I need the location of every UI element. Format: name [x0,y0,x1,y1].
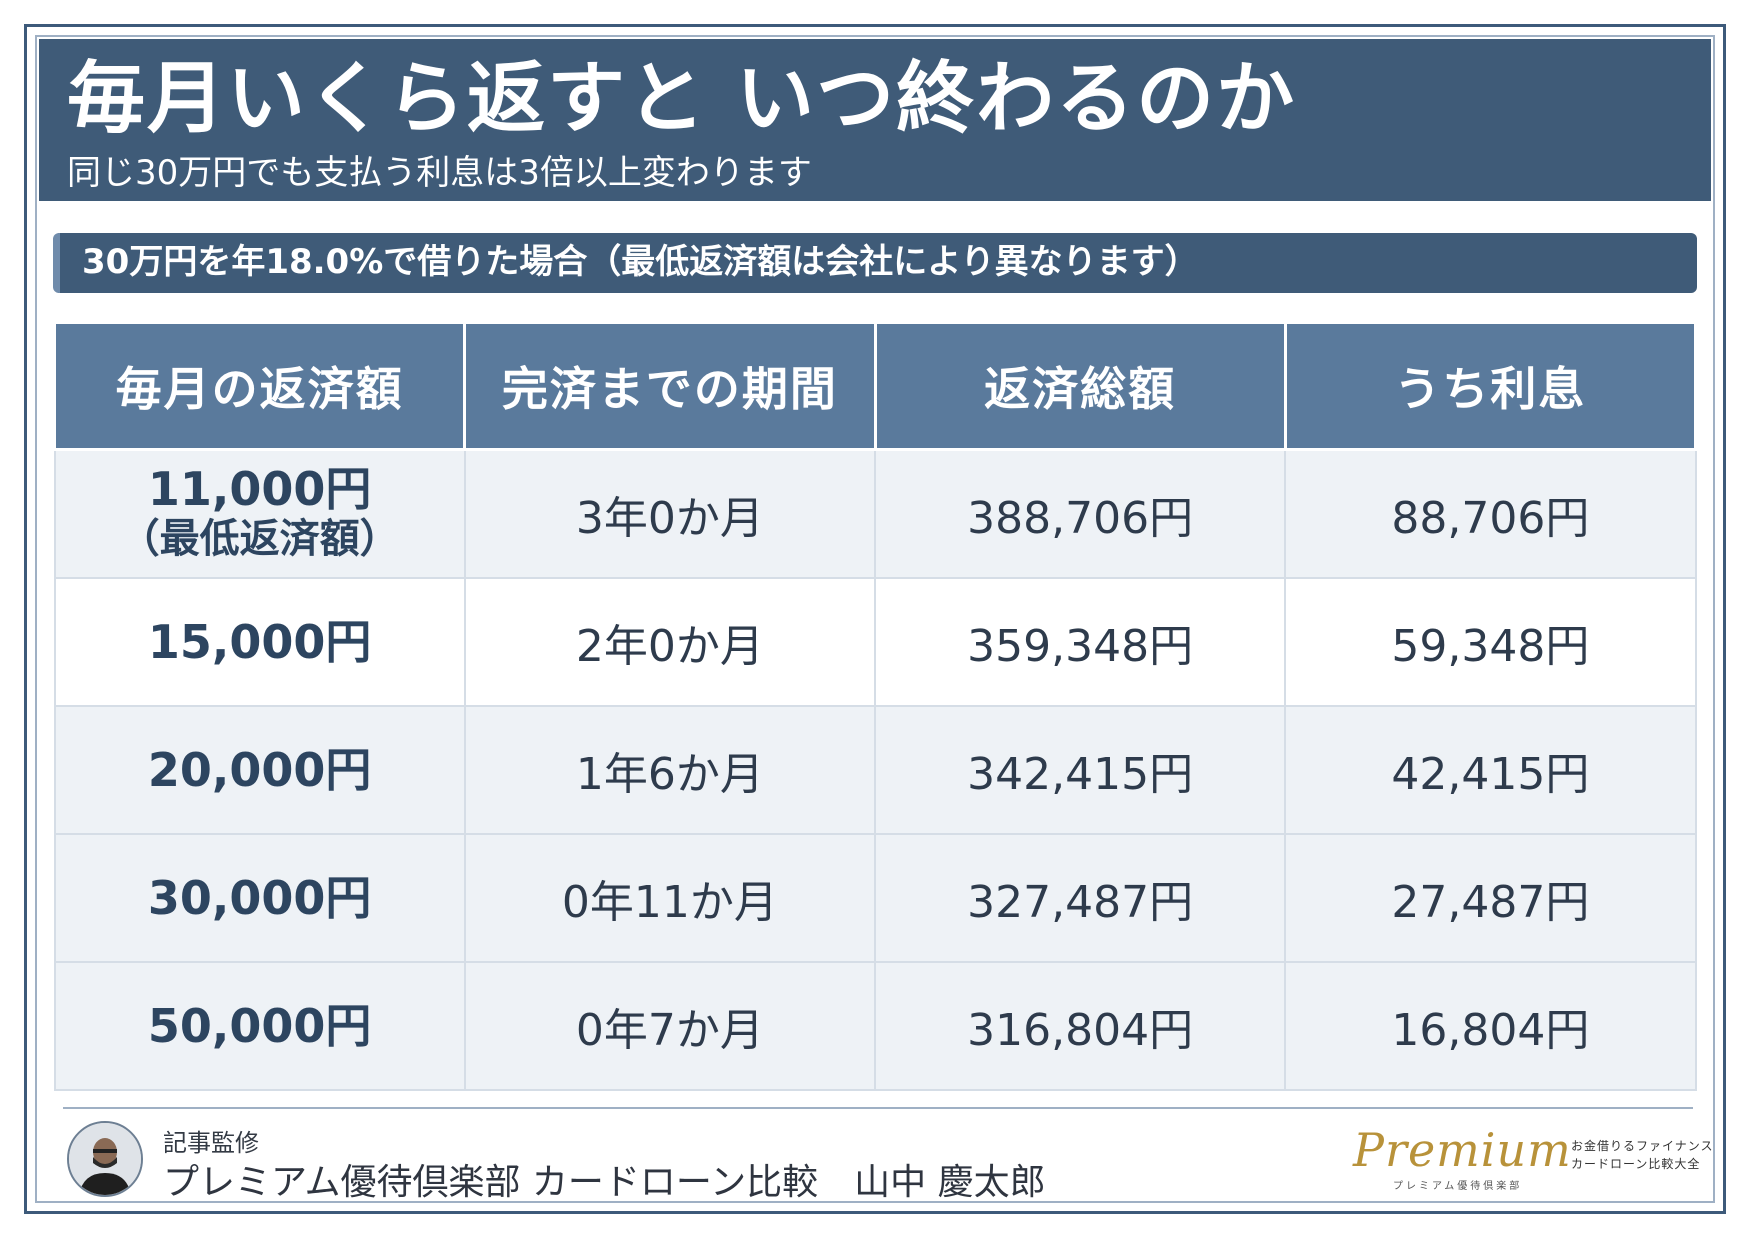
interest-cell: 59,348円 [1284,577,1697,707]
footer-divider [63,1107,1693,1109]
person-icon [69,1123,141,1195]
interest-cell: 42,415円 [1284,705,1697,835]
brand-tagline-2: カードローン比較大全 [1571,1157,1701,1171]
interest-cell: 88,706円 [1284,448,1697,579]
table-row: 15,000円 2年0か月 359,348円 59,348円 [53,577,1697,707]
page-title: 毎月いくら返すと いつ終わるのか [67,54,1297,144]
period-cell: 2年0か月 [463,577,877,707]
brand-logo: Premium プレミアム優待倶楽部 お金借りるファイナンス カードローン比較大… [1353,1123,1713,1201]
header-monthly: 毎月の返済額 [52,321,467,451]
total-cell: 342,415円 [873,705,1287,835]
minimum-note: （最低返済額） [119,516,400,562]
total-cell: 359,348円 [873,577,1287,707]
table-row: 30,000円 0年11か月 327,487円 27,487円 [53,833,1697,963]
page-frame: 毎月いくら返すと いつ終わるのか 同じ30万円でも支払う利息は3倍以上変わります… [24,24,1726,1214]
monthly-cell: 30,000円 [53,833,466,963]
brand-tagline-1: お金借りるファイナンス [1571,1139,1714,1153]
header-interest: うち利息 [1283,321,1698,451]
total-cell: 327,487円 [873,833,1287,963]
total-cell: 388,706円 [873,448,1287,579]
supervisor-name: プレミアム優待倶楽部 カードローン比較 山中 慶太郎 [163,1162,1046,1203]
condition-banner: 30万円を年18.0%で借りた場合（最低返済額は会社により異なります） [53,233,1697,293]
header-period: 完済までの期間 [463,321,877,451]
table-row: 50,000円 0年7か月 316,804円 16,804円 [53,961,1697,1091]
page-subtitle: 同じ30万円でも支払う利息は3倍以上変わります [67,153,812,193]
monthly-amount: 11,000円 [147,462,372,516]
repayment-table: 毎月の返済額 完済までの期間 返済総額 うち利息 11,000円 （最低返済額）… [52,321,1698,1091]
interest-cell: 16,804円 [1284,961,1697,1091]
table-row: 11,000円 （最低返済額） 3年0か月 388,706円 88,706円 [53,448,1697,579]
monthly-cell: 20,000円 [53,705,466,835]
period-cell: 0年7か月 [463,961,877,1091]
supervision-label: 記事監修 [163,1129,259,1157]
period-cell: 0年11か月 [463,833,877,963]
monthly-cell: 50,000円 [53,961,466,1091]
monthly-cell: 15,000円 [53,577,466,707]
period-cell: 1年6か月 [463,705,877,835]
header-total: 返済総額 [873,321,1287,451]
brand-kana: プレミアム優待倶楽部 [1393,1181,1523,1192]
table-header-row: 毎月の返済額 完済までの期間 返済総額 うち利息 [52,321,1698,451]
supervisor-avatar [67,1121,143,1197]
brand-script: Premium [1353,1123,1572,1177]
inner-frame [35,35,1715,1203]
monthly-cell: 11,000円 （最低返済額） [53,448,466,579]
total-cell: 316,804円 [873,961,1287,1091]
interest-cell: 27,487円 [1284,833,1697,963]
condition-text: 30万円を年18.0%で借りた場合（最低返済額は会社により異なります） [82,242,1199,282]
header-banner: 毎月いくら返すと いつ終わるのか 同じ30万円でも支払う利息は3倍以上変わります [39,39,1711,201]
table-row: 20,000円 1年6か月 342,415円 42,415円 [53,705,1697,835]
period-cell: 3年0か月 [463,448,877,579]
